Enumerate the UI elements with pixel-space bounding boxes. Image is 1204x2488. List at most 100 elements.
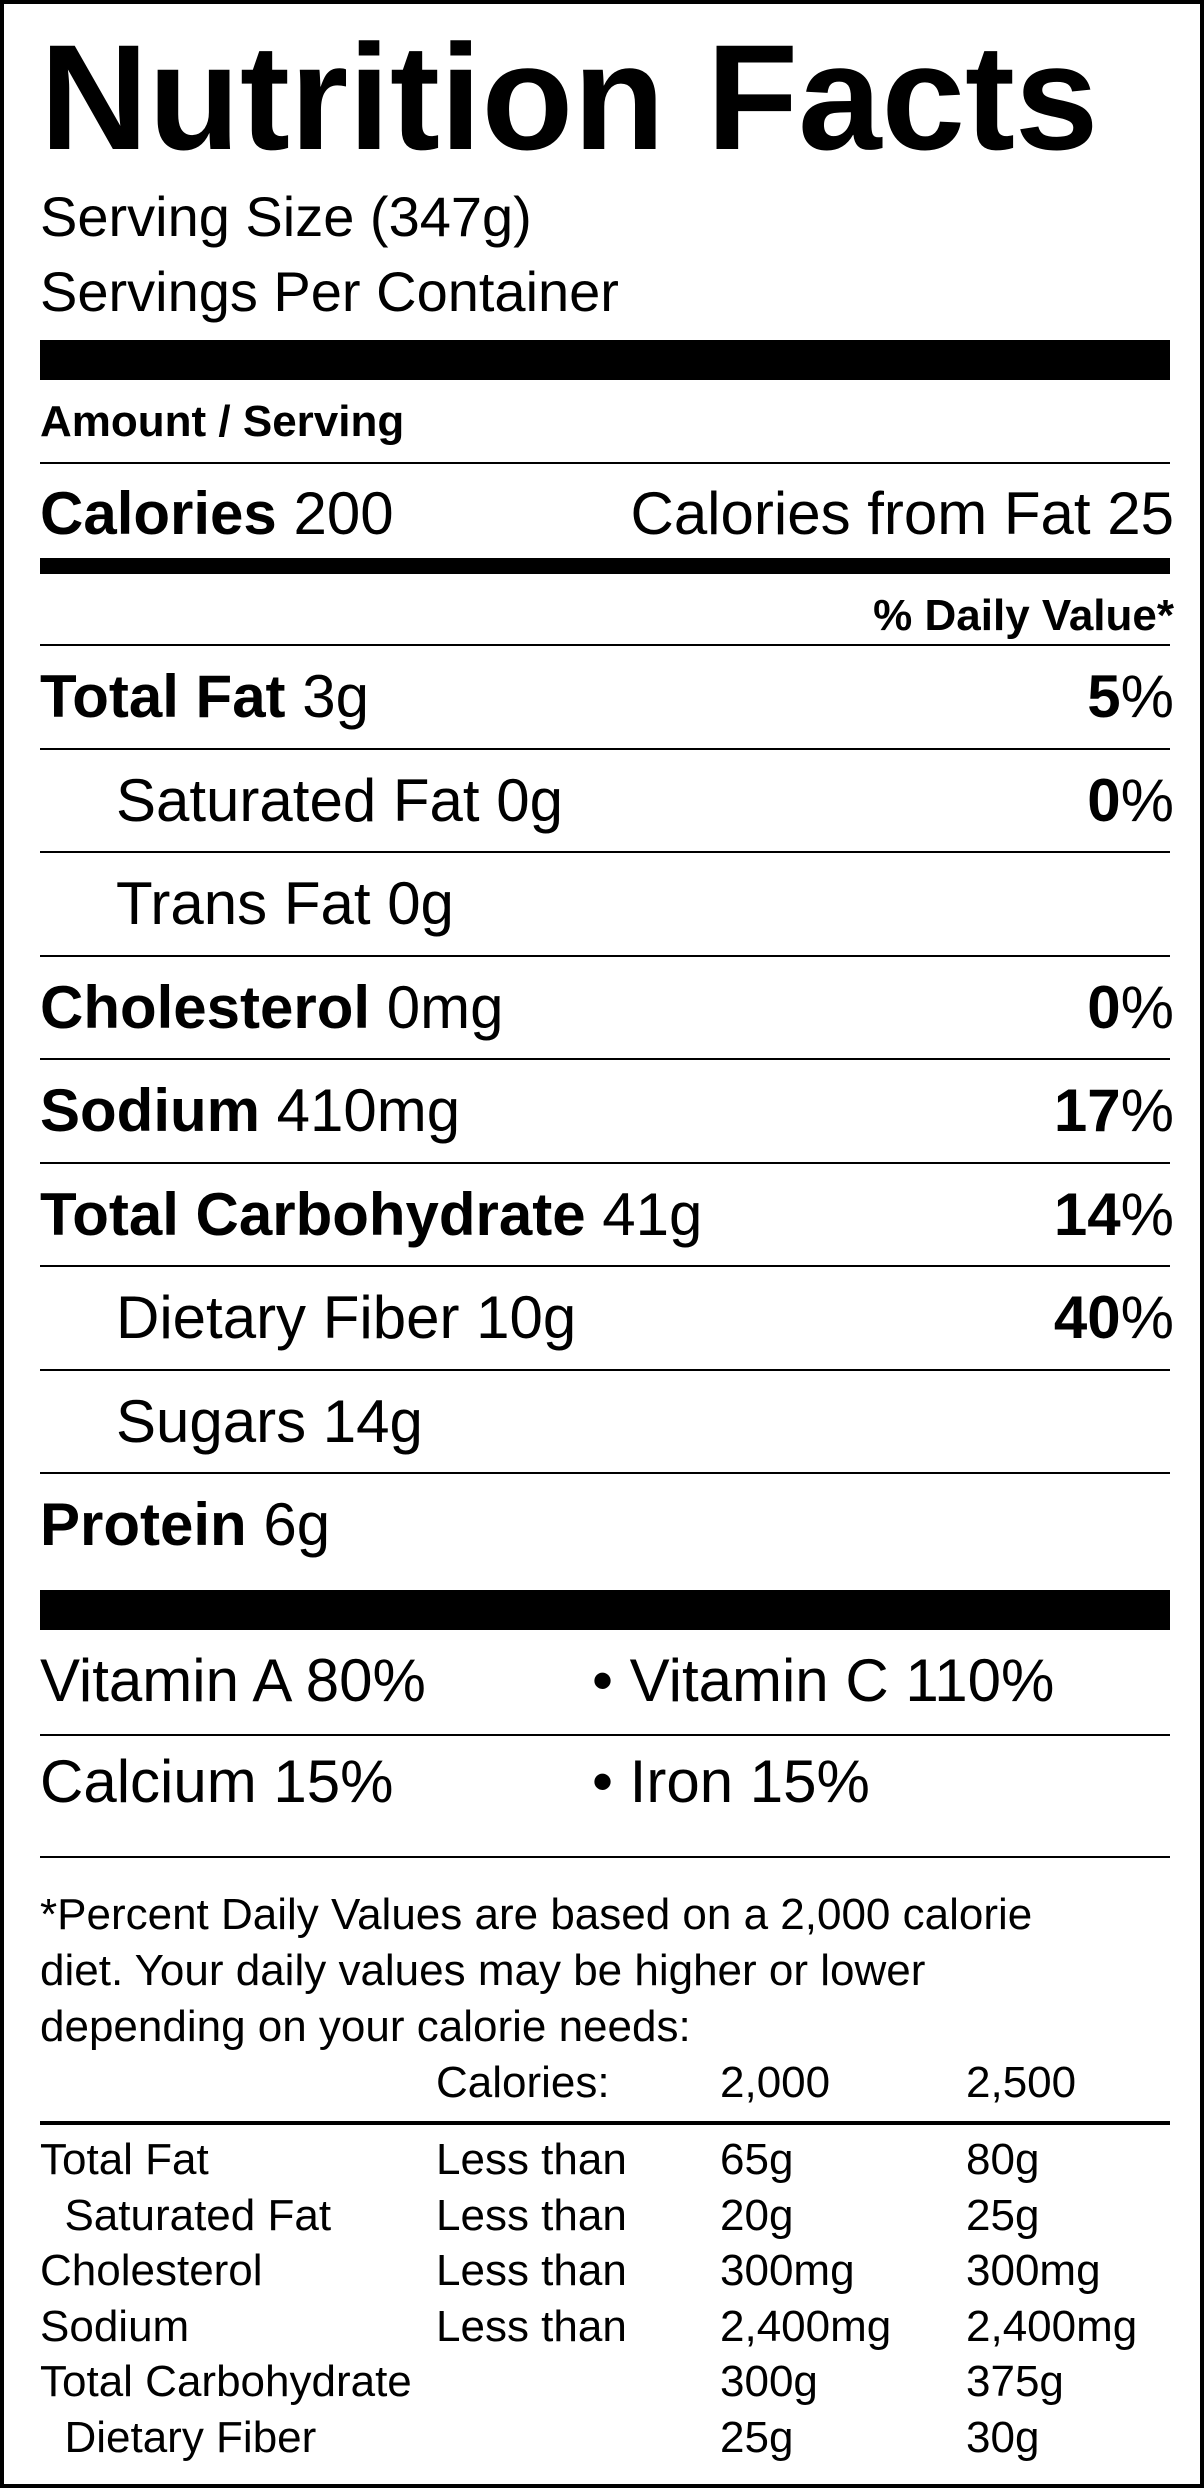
nutrient-amount: 3g [302, 663, 369, 730]
footnote-nutrient: Dietary Fiber [40, 2412, 317, 2462]
footnote-value-2000: 20g [720, 2190, 794, 2240]
footnote-value-2000: 25g [720, 2412, 794, 2462]
footnote-value-2500: 25g [966, 2190, 1040, 2240]
nutrient-name: Dietary Fiber [116, 1284, 460, 1351]
nutrient-amount: 41g [602, 1180, 703, 1248]
footnote-value-2500: 2,400mg [966, 2301, 1138, 2351]
nutrient-amount: 0g [387, 870, 454, 937]
nutrient-amount: 0mg [386, 973, 504, 1041]
iron: • Iron 15% [592, 1748, 870, 1815]
serving-size: Serving Size (347g) [40, 185, 532, 248]
footnote-nutrient: Cholesterol [40, 2246, 263, 2295]
servings-per-container: Servings Per Container [40, 260, 619, 323]
daily-value-number: 14 [1053, 1180, 1121, 1248]
nutrient-daily-value: 40% [1054, 1283, 1174, 1353]
calories-from-fat: Calories from Fat 25 [630, 480, 1174, 547]
divider [40, 462, 1170, 464]
daily-value-percent: % [1120, 1180, 1174, 1248]
thick-divider [40, 1590, 1170, 1630]
divider [40, 1161, 1170, 1164]
footnote-qualifier: Less than [436, 2135, 627, 2184]
vitamin-c: • Vitamin C 110% [592, 1647, 1055, 1714]
footnote-line-2: diet. Your daily values may be higher or… [40, 1946, 926, 1995]
nutrient-daily-value: 17% [1054, 1076, 1174, 1146]
footnote-nutrient: Saturated Fat [40, 2190, 332, 2240]
nutrient-row: Total Carbohydrate 41g [40, 1180, 702, 1250]
calories-row: Calories 200 [40, 479, 394, 549]
footnote-cal-2000: 2,000 [720, 2058, 831, 2107]
footnote-value-2500: 375g [966, 2357, 1064, 2406]
nutrient-daily-value: 14% [1054, 1180, 1174, 1250]
divider [40, 2121, 1170, 2125]
divider [40, 1368, 1170, 1371]
divider [40, 1734, 1170, 1736]
nutrient-daily-value: 0% [1087, 766, 1174, 836]
footnote-value-2000: 2,400mg [720, 2301, 892, 2351]
footnote-nutrient: Total Carbohydrate [40, 2357, 412, 2406]
thick-divider [40, 340, 1170, 380]
footnote-value-2500: 80g [966, 2135, 1040, 2184]
nutrient-row: Sugars 14g [116, 1387, 423, 1457]
nutrient-name: Total Fat [40, 663, 286, 730]
nutrient-daily-value: 0% [1087, 973, 1174, 1043]
nutrient-row: Total Fat 3g [40, 662, 369, 732]
daily-value-percent: % [1120, 973, 1174, 1041]
nutrient-row: Dietary Fiber 10g [116, 1283, 576, 1353]
divider [40, 1058, 1170, 1060]
divider [40, 954, 1170, 957]
calories-label: Calories [40, 480, 277, 547]
footnote-value-2000: 65g [720, 2135, 794, 2184]
footnote-line-3: depending on your calorie needs: [40, 2002, 691, 2051]
nutrient-amount: 410mg [276, 1077, 461, 1144]
footnote-calories-label: Calories: [436, 2058, 610, 2107]
footnote-line-1: *Percent Daily Values are based on a 2,0… [40, 1890, 1033, 1939]
footnote-qualifier: Less than [436, 2301, 627, 2351]
label-title: Nutrition Facts [40, 13, 1099, 181]
nutrient-name: Cholesterol [40, 973, 371, 1041]
footnote-nutrient: Sodium [40, 2301, 190, 2351]
nutrient-row: Cholesterol 0mg [40, 973, 503, 1043]
footnote-cal-2500: 2,500 [966, 2058, 1077, 2107]
nutrient-amount: 0g [496, 766, 563, 834]
nutrient-name: Sugars [116, 1387, 307, 1455]
daily-value-number: 0 [1087, 766, 1121, 834]
medium-divider [40, 558, 1170, 574]
divider [40, 1856, 1170, 1858]
footnote-value-2000: 300g [720, 2357, 818, 2406]
nutrient-name: Protein [40, 1491, 247, 1558]
daily-value-percent: % [1120, 1284, 1174, 1351]
amount-per-serving: Amount / Serving [40, 397, 405, 446]
divider [40, 747, 1170, 750]
nutrient-daily-value: 5% [1087, 662, 1174, 732]
footnote-nutrient: Total Fat [40, 2135, 209, 2184]
nutrient-row: Sodium 410mg [40, 1076, 460, 1146]
divider [40, 1472, 1170, 1474]
vitamin-a: Vitamin A 80% [40, 1647, 426, 1714]
daily-value-percent: % [1120, 663, 1174, 730]
daily-value-header: % Daily Value* [873, 591, 1174, 640]
daily-value-percent: % [1120, 766, 1174, 834]
nutrient-amount: 14g [322, 1387, 423, 1455]
nutrient-name: Total Carbohydrate [40, 1180, 586, 1248]
daily-value-number: 0 [1087, 973, 1121, 1041]
daily-value-number: 40 [1053, 1284, 1121, 1351]
footnote-qualifier: Less than [436, 2190, 627, 2240]
nutrient-name: Sodium [40, 1077, 260, 1144]
divider [40, 851, 1170, 853]
calories-value: 200 [293, 480, 394, 547]
nutrient-name: Trans Fat [116, 870, 371, 937]
footnote-value-2500: 300mg [966, 2246, 1101, 2295]
divider [40, 644, 1170, 646]
footnote-value-2500: 30g [966, 2412, 1040, 2462]
daily-value-number: 5 [1087, 663, 1121, 730]
calcium: Calcium 15% [40, 1748, 394, 1815]
daily-value-percent: % [1120, 1077, 1174, 1144]
footnote-value-2000: 300mg [720, 2246, 855, 2295]
nutrient-name: Saturated Fat [116, 766, 480, 834]
daily-value-number: 17 [1053, 1077, 1121, 1144]
nutrient-amount: 10g [476, 1284, 577, 1351]
divider [40, 1265, 1170, 1267]
nutrient-amount: 6g [263, 1491, 331, 1558]
nutrient-row: Trans Fat 0g [116, 869, 454, 939]
